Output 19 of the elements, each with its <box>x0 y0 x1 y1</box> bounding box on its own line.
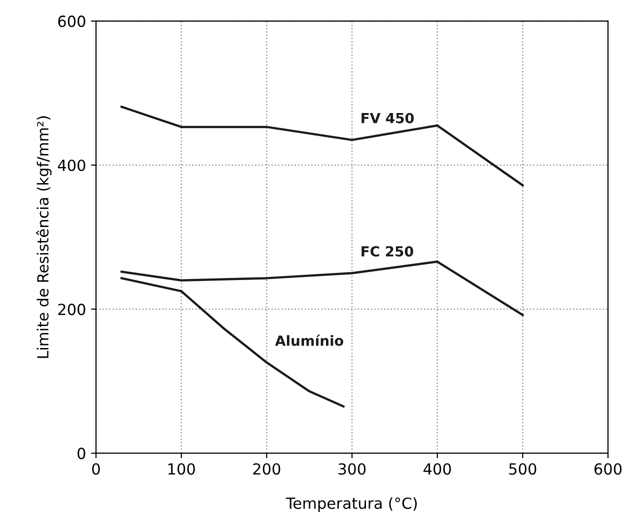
line-series <box>120 277 345 408</box>
line-series <box>120 106 524 186</box>
series-label: FC 250 <box>362 246 414 257</box>
y-axis-title: Limite de Resistência (kgf/mm²) <box>36 116 52 358</box>
y-tick-label: 0 <box>78 448 86 460</box>
x-tick-label: 200 <box>253 463 280 475</box>
x-axis-title: Temperatura (°C) <box>286 497 417 512</box>
x-tick-label: 0 <box>92 463 100 475</box>
x-tick-label: 300 <box>338 463 366 475</box>
x-tick-label: 400 <box>424 463 451 475</box>
x-tick-label: 600 <box>594 463 622 475</box>
line-series <box>120 260 524 316</box>
y-tick-label: 400 <box>58 160 86 172</box>
series-label: FV 450 <box>362 112 414 124</box>
y-tick-label: 200 <box>58 304 86 316</box>
series-label: Alumínio <box>275 334 344 346</box>
x-tick-label: 500 <box>509 463 536 475</box>
y-tick-label: 600 <box>58 16 86 28</box>
x-tick-label: 100 <box>168 463 195 475</box>
